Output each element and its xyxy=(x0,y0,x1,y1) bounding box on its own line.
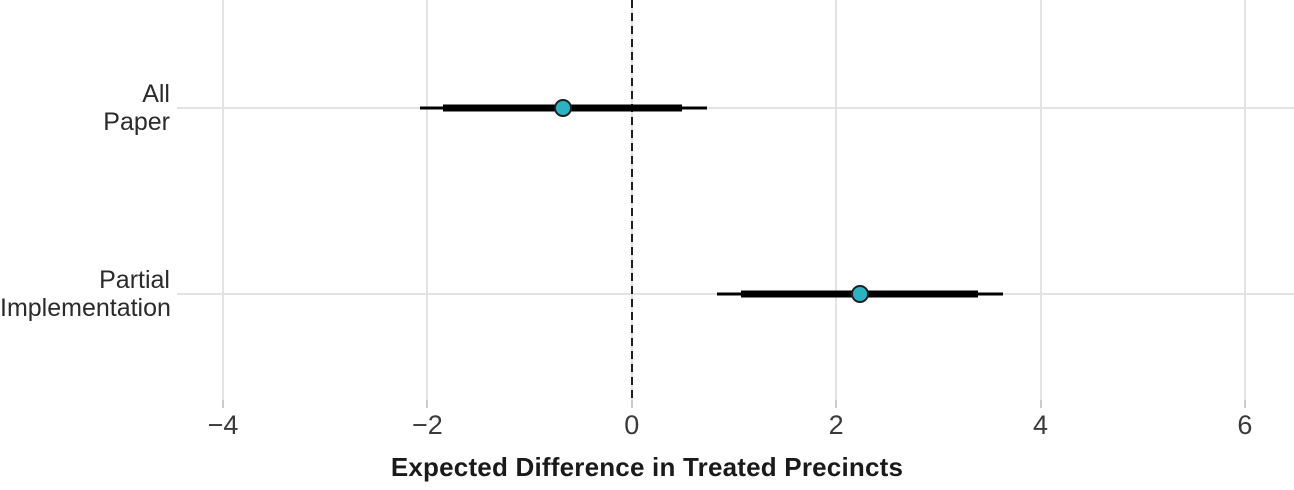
x-axis-tick-label: 4 xyxy=(1033,410,1049,440)
x-axis-tick-label: 2 xyxy=(828,410,844,440)
category-label: Partial Implementation xyxy=(0,266,171,322)
vertical-gridline xyxy=(1243,0,1246,400)
x-axis-tick xyxy=(426,400,429,408)
point-estimate-dot xyxy=(850,285,869,303)
vertical-gridline xyxy=(835,0,838,400)
x-axis-tick xyxy=(221,400,224,408)
vertical-gridline xyxy=(426,0,429,400)
x-axis-title: Expected Difference in Treated Precincts xyxy=(390,452,904,482)
point-estimate-dot xyxy=(554,99,573,117)
vertical-gridline xyxy=(221,0,224,400)
x-axis-tick-label: −2 xyxy=(411,410,443,440)
x-axis-tick xyxy=(835,400,838,408)
vertical-gridline xyxy=(1039,0,1042,400)
x-axis-tick xyxy=(1243,400,1246,408)
x-axis-tick-label: −4 xyxy=(207,410,239,440)
x-axis-tick xyxy=(630,400,633,408)
zero-reference-line xyxy=(630,0,634,402)
plot-panel xyxy=(177,0,1294,408)
x-axis-tick-label: 6 xyxy=(1237,410,1253,440)
x-axis-tick xyxy=(1039,400,1042,408)
category-label: All Paper xyxy=(103,80,170,136)
x-axis-tick-label: 0 xyxy=(624,410,640,440)
horizontal-gridline xyxy=(177,107,1294,109)
